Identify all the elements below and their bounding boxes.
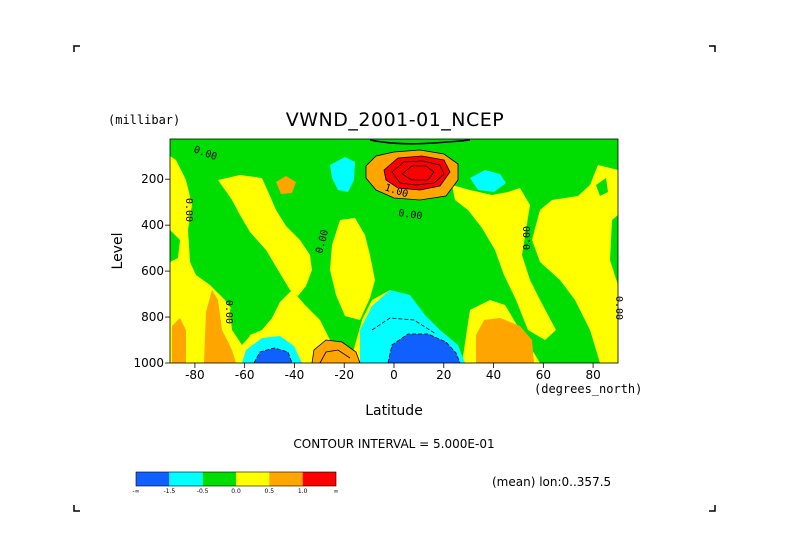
colorbar-label: 0.0 bbox=[231, 488, 241, 495]
colorbar-frame bbox=[135, 471, 337, 487]
x-tick-label: -20 bbox=[334, 368, 354, 382]
contour-label: 0.00 bbox=[398, 208, 423, 222]
colorbar-swatch bbox=[136, 472, 170, 486]
colorbar-swatch bbox=[202, 472, 236, 486]
colorbar-label: 1.0 bbox=[298, 488, 308, 495]
blue-regions bbox=[254, 334, 460, 363]
colorbar-swatch bbox=[269, 472, 303, 486]
contour-label: 0.00 bbox=[183, 198, 194, 222]
colorbar: -∞ -1.5 -0.5 0.0 0.5 1.0 ∞ bbox=[132, 471, 339, 495]
y-axis-title: Level bbox=[110, 233, 126, 270]
x-tick-label: 40 bbox=[486, 368, 501, 382]
y-axis: 200 400 600 800 1000 bbox=[133, 172, 170, 370]
y-tick-label: 1000 bbox=[133, 356, 164, 370]
y-tick-label: 400 bbox=[141, 218, 164, 232]
x-tick-label: 80 bbox=[585, 368, 600, 382]
colorbar-label: -0.5 bbox=[197, 488, 209, 495]
x-units-label: (degrees_north) bbox=[534, 382, 642, 396]
x-tick-label: 20 bbox=[436, 368, 451, 382]
colorbar-label: -∞ bbox=[132, 488, 139, 495]
colorbar-swatch bbox=[169, 472, 203, 486]
y-tick-label: 600 bbox=[141, 264, 164, 278]
x-tick-label: -60 bbox=[235, 368, 255, 382]
colorbar-label: ∞ bbox=[334, 488, 339, 495]
y-units-label: (millibar) bbox=[108, 113, 180, 127]
chart-title: VWND_2001-01_NCEP bbox=[286, 109, 504, 131]
x-tick-label: -80 bbox=[185, 368, 205, 382]
contour-label: 0.00 bbox=[522, 226, 533, 250]
colorbar-label: -1.5 bbox=[163, 488, 175, 495]
footer-text: (mean) lon:0..357.5 bbox=[492, 475, 611, 489]
y-tick-label: 200 bbox=[141, 172, 164, 186]
plot-area: 0.00 0.00 0.00 0.00 0.00 0.00 0.00 1.00 bbox=[169, 138, 624, 364]
colorbar-swatch bbox=[236, 472, 270, 486]
x-tick-label: 60 bbox=[536, 368, 551, 382]
y-tick-label: 800 bbox=[141, 310, 164, 324]
x-tick-label: -40 bbox=[285, 368, 305, 382]
contour-interval-text: CONTOUR INTERVAL = 5.000E-01 bbox=[293, 437, 494, 451]
x-axis-title: Latitude bbox=[365, 403, 423, 419]
contour-label: 0.00 bbox=[613, 296, 624, 320]
x-tick-label: 0 bbox=[390, 368, 398, 382]
crop-marks bbox=[73, 45, 716, 512]
contour-lines bbox=[253, 139, 471, 364]
colorbar-swatch bbox=[302, 472, 336, 486]
green-regions bbox=[170, 139, 618, 363]
x-axis: -80 -60 -40 -20 0 20 40 60 80 bbox=[185, 363, 601, 382]
contour-label: 0.00 bbox=[223, 300, 234, 324]
colorbar-label: 0.5 bbox=[265, 488, 275, 495]
